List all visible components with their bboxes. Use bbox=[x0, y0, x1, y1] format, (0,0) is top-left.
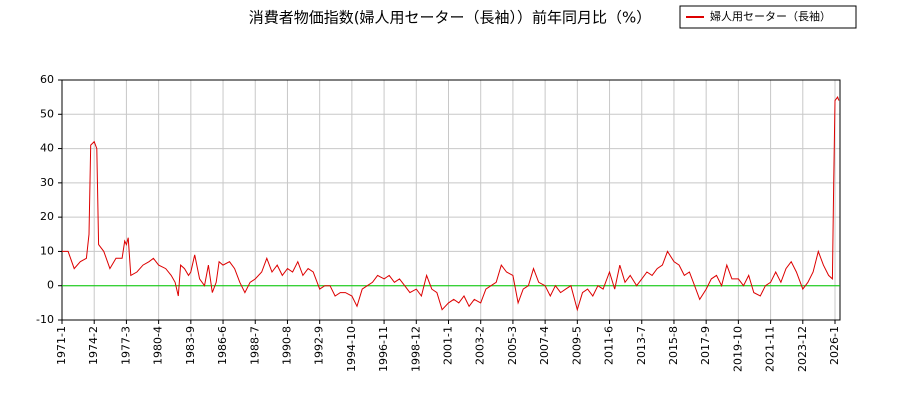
legend-label: 婦人用セーター（長袖） bbox=[710, 9, 831, 23]
x-tick-label: 2026-1 bbox=[828, 326, 841, 365]
x-tick-label: 2001-1 bbox=[442, 326, 455, 365]
y-tick-label: -10 bbox=[36, 313, 54, 326]
x-tick-label: 1996-11 bbox=[377, 326, 390, 372]
chart-title: 消費者物価指数(婦人用セーター（長袖））前年同月比（%） bbox=[249, 9, 652, 27]
x-tick-label: 1983-9 bbox=[184, 326, 197, 365]
y-tick-label: 0 bbox=[47, 279, 54, 292]
x-tick-label: 2013-7 bbox=[635, 326, 648, 365]
x-tick-label: 1994-10 bbox=[345, 326, 358, 372]
data-line bbox=[62, 96, 840, 312]
x-tick-label: 2023-12 bbox=[796, 326, 809, 372]
x-tick-label: 1992-9 bbox=[313, 326, 326, 365]
legend-box bbox=[679, 5, 857, 29]
x-tick-label: 1986-6 bbox=[216, 326, 229, 365]
x-tick-label: 2015-8 bbox=[667, 326, 680, 365]
x-tick-label: 2007-4 bbox=[538, 326, 551, 365]
y-tick-label: 50 bbox=[40, 107, 54, 120]
y-tick-label: 10 bbox=[40, 244, 54, 257]
legend: 婦人用セーター（長袖） bbox=[679, 5, 857, 29]
x-tick-label: 1974-2 bbox=[87, 326, 100, 365]
x-tick-label: 1998-12 bbox=[409, 326, 422, 372]
y-tick-label: 60 bbox=[40, 73, 54, 86]
x-tick-label: 2005-3 bbox=[506, 326, 519, 365]
x-tick-label: 1977-3 bbox=[119, 326, 132, 365]
x-tick-label: 1980-4 bbox=[152, 326, 165, 365]
x-tick-label: 1988-7 bbox=[248, 326, 261, 365]
x-tick-label: 2021-11 bbox=[764, 326, 777, 372]
y-tick-label: 20 bbox=[40, 210, 54, 223]
x-tick-label: 2003-2 bbox=[474, 326, 487, 365]
y-tick-label: 40 bbox=[40, 142, 54, 155]
x-tick-label: 2009-5 bbox=[570, 326, 583, 365]
x-tick-label: 1990-8 bbox=[280, 326, 293, 365]
plot-frame bbox=[61, 79, 841, 321]
x-tick-label: 2019-10 bbox=[731, 326, 744, 372]
x-tick-label: 2011-6 bbox=[603, 326, 616, 365]
x-tick-label: 1971-1 bbox=[55, 326, 68, 365]
y-tick-label: 30 bbox=[40, 176, 54, 189]
x-tick-label: 2017-9 bbox=[699, 326, 712, 365]
